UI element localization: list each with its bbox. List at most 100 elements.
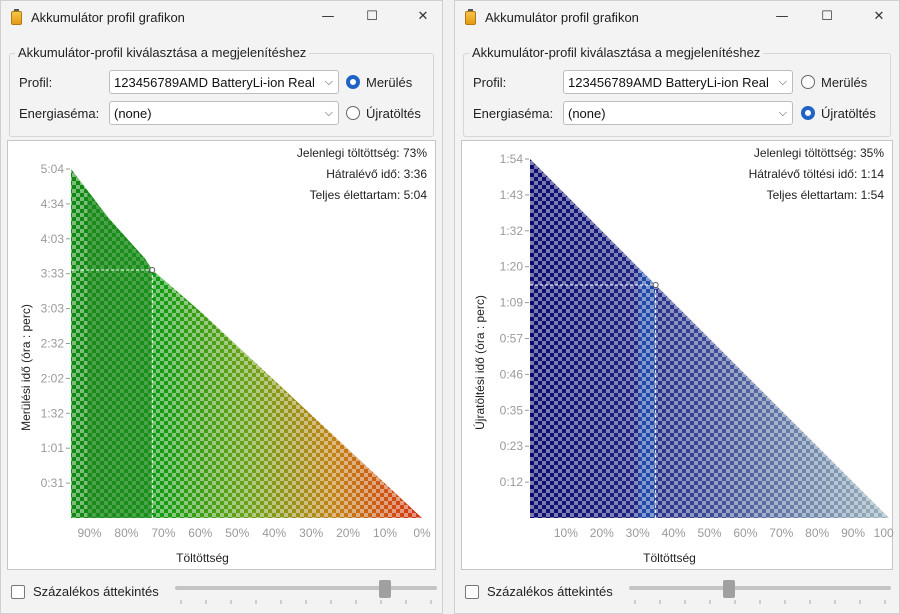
zoom-slider[interactable] bbox=[629, 586, 891, 590]
x-tick-label: 90% bbox=[841, 526, 865, 540]
x-tick-label: 20% bbox=[590, 526, 614, 540]
profile-value: 123456789AMD BatteryLi-ion Real Battery bbox=[114, 75, 316, 90]
x-tick-label: 80% bbox=[114, 526, 138, 540]
profile-label: Profil: bbox=[19, 75, 53, 90]
close-button[interactable]: ✕ bbox=[873, 9, 885, 24]
percent-checkbox-label: Százalékos áttekintés bbox=[33, 584, 159, 599]
y-tick-label: 0:31 bbox=[41, 476, 65, 490]
group-title: Akkumulátor-profil kiválasztása a megjel… bbox=[15, 45, 310, 60]
title-bar: Akkumulátor profil grafikon — ☐ ✕ bbox=[455, 1, 899, 33]
x-tick-label: 50% bbox=[697, 526, 721, 540]
radio-discharge[interactable] bbox=[346, 75, 360, 89]
radio-discharge-label: Merülés bbox=[366, 75, 413, 90]
x-tick-label: 70% bbox=[151, 526, 175, 540]
info-line: Teljes élettartam: 1:54 bbox=[767, 188, 885, 202]
y-tick-label: 3:03 bbox=[41, 302, 65, 316]
scheme-value: (none) bbox=[114, 106, 152, 121]
x-tick-label: 10% bbox=[373, 526, 397, 540]
x-tick-label: 70% bbox=[769, 526, 793, 540]
radio-recharge-label: Újratöltés bbox=[821, 106, 876, 121]
x-tick-label: 30% bbox=[626, 526, 650, 540]
x-tick-label: 90% bbox=[77, 526, 101, 540]
group-title: Akkumulátor-profil kiválasztása a megjel… bbox=[469, 45, 764, 60]
y-tick-label: 5:04 bbox=[41, 162, 65, 176]
slider-ticks bbox=[634, 600, 886, 604]
y-tick-label: 3:33 bbox=[41, 267, 65, 281]
close-button[interactable]: ✕ bbox=[417, 9, 429, 24]
y-tick-label: 2:02 bbox=[41, 371, 65, 385]
y-tick-label: 0:46 bbox=[500, 367, 524, 381]
battery-icon bbox=[11, 9, 22, 25]
chevron-down-icon: ⌵ bbox=[778, 106, 787, 119]
radio-recharge[interactable] bbox=[346, 106, 360, 120]
x-tick-label: 80% bbox=[805, 526, 829, 540]
slider-ticks bbox=[180, 600, 432, 604]
maximize-button[interactable]: ☐ bbox=[821, 9, 833, 24]
scheme-dropdown[interactable]: (none) ⌵ bbox=[563, 101, 793, 125]
scheme-label: Energiaséma: bbox=[19, 106, 100, 121]
profile-value: 123456789AMD BatteryLi-ion Real Battery bbox=[568, 75, 770, 90]
minimize-button[interactable]: — bbox=[321, 9, 335, 24]
profile-dropdown[interactable]: 123456789AMD BatteryLi-ion Real Battery … bbox=[563, 70, 793, 94]
x-tick-label: 60% bbox=[188, 526, 212, 540]
x-axis-label: Töltöttség bbox=[643, 551, 696, 565]
percent-checkbox[interactable] bbox=[11, 585, 25, 599]
profile-label: Profil: bbox=[473, 75, 507, 90]
info-line: Jelenlegi töltöttség: 73% bbox=[297, 146, 427, 160]
profile-dropdown[interactable]: 123456789AMD BatteryLi-ion Real Battery … bbox=[109, 70, 339, 94]
window-left: Akkumulátor profil grafikon — ☐ ✕ Akkumu… bbox=[0, 0, 443, 614]
window-title: Akkumulátor profil grafikon bbox=[31, 10, 185, 25]
info-line: Hátralévő idő: 3:36 bbox=[326, 167, 427, 181]
y-tick-label: 2:32 bbox=[41, 337, 65, 351]
info-line: Teljes élettartam: 5:04 bbox=[310, 188, 428, 202]
y-tick-label: 0:12 bbox=[500, 475, 524, 489]
y-tick-label: 1:54 bbox=[500, 152, 524, 166]
maximize-button[interactable]: ☐ bbox=[366, 9, 378, 24]
battery-chart: 0:12 0:23 0:35 0:46 0:57 1:09 1:20 1:32 1:43 1:54… bbox=[472, 146, 894, 565]
info-line: Jelenlegi töltöttség: 35% bbox=[754, 146, 884, 160]
y-tick-label: 1:01 bbox=[41, 441, 65, 455]
y-tick-label: 1:32 bbox=[41, 406, 65, 420]
chevron-down-icon: ⌵ bbox=[324, 75, 333, 88]
x-tick-label: 10% bbox=[554, 526, 578, 540]
window-title: Akkumulátor profil grafikon bbox=[485, 10, 639, 25]
y-tick-label: 1:09 bbox=[500, 296, 524, 310]
chevron-down-icon: ⌵ bbox=[324, 106, 333, 119]
y-axis-label: Újratöltési idő (óra : perc) bbox=[472, 295, 487, 430]
battery-icon bbox=[465, 9, 476, 25]
current-point bbox=[149, 267, 156, 274]
x-tick-label: 100% bbox=[874, 526, 894, 540]
chart-panel: 0:12 0:23 0:35 0:46 0:57 1:09 1:20 1:32 1:43 1:54… bbox=[461, 140, 894, 570]
y-tick-label: 1:43 bbox=[500, 188, 524, 202]
y-tick-label: 0:23 bbox=[500, 439, 524, 453]
y-tick-label: 4:03 bbox=[41, 232, 65, 246]
radio-recharge[interactable] bbox=[801, 106, 815, 120]
x-tick-label: 0% bbox=[413, 526, 431, 540]
zoom-slider[interactable] bbox=[175, 586, 437, 590]
chevron-down-icon: ⌵ bbox=[778, 75, 787, 88]
chart-panel: 0:31 1:01 1:32 2:02 2:32 3:03 3:33 4:03 4:34 5:04… bbox=[7, 140, 436, 570]
x-tick-label: 30% bbox=[299, 526, 323, 540]
x-tick-label: 50% bbox=[225, 526, 249, 540]
window-right: Akkumulátor profil grafikon — ☐ ✕ Akkumu… bbox=[454, 0, 900, 614]
y-axis-label: Merülési idő (óra : perc) bbox=[19, 304, 33, 431]
zoom-slider-thumb[interactable] bbox=[722, 580, 735, 598]
battery-chart: 0:31 1:01 1:32 2:02 2:32 3:03 3:33 4:03 4:34 5:04… bbox=[19, 146, 431, 565]
y-tick-label: 1:20 bbox=[500, 260, 524, 274]
percent-checkbox-label: Százalékos áttekintés bbox=[487, 584, 613, 599]
info-line: Hátralévő töltési idő: 1:14 bbox=[749, 167, 885, 181]
percent-checkbox[interactable] bbox=[465, 585, 479, 599]
minimize-button[interactable]: — bbox=[775, 9, 789, 24]
y-tick-label: 1:32 bbox=[500, 224, 524, 238]
scheme-label: Energiaséma: bbox=[473, 106, 554, 121]
radio-discharge[interactable] bbox=[801, 75, 815, 89]
zoom-slider-thumb[interactable] bbox=[378, 580, 391, 598]
y-tick-label: 0:57 bbox=[500, 332, 524, 346]
x-axis-label: Töltöttség bbox=[176, 551, 229, 565]
scheme-dropdown[interactable]: (none) ⌵ bbox=[109, 101, 339, 125]
radio-discharge-label: Merülés bbox=[821, 75, 868, 90]
current-point bbox=[652, 281, 659, 288]
y-tick-label: 0:35 bbox=[500, 403, 524, 417]
y-tick-label: 4:34 bbox=[41, 197, 65, 211]
x-tick-label: 20% bbox=[336, 526, 360, 540]
